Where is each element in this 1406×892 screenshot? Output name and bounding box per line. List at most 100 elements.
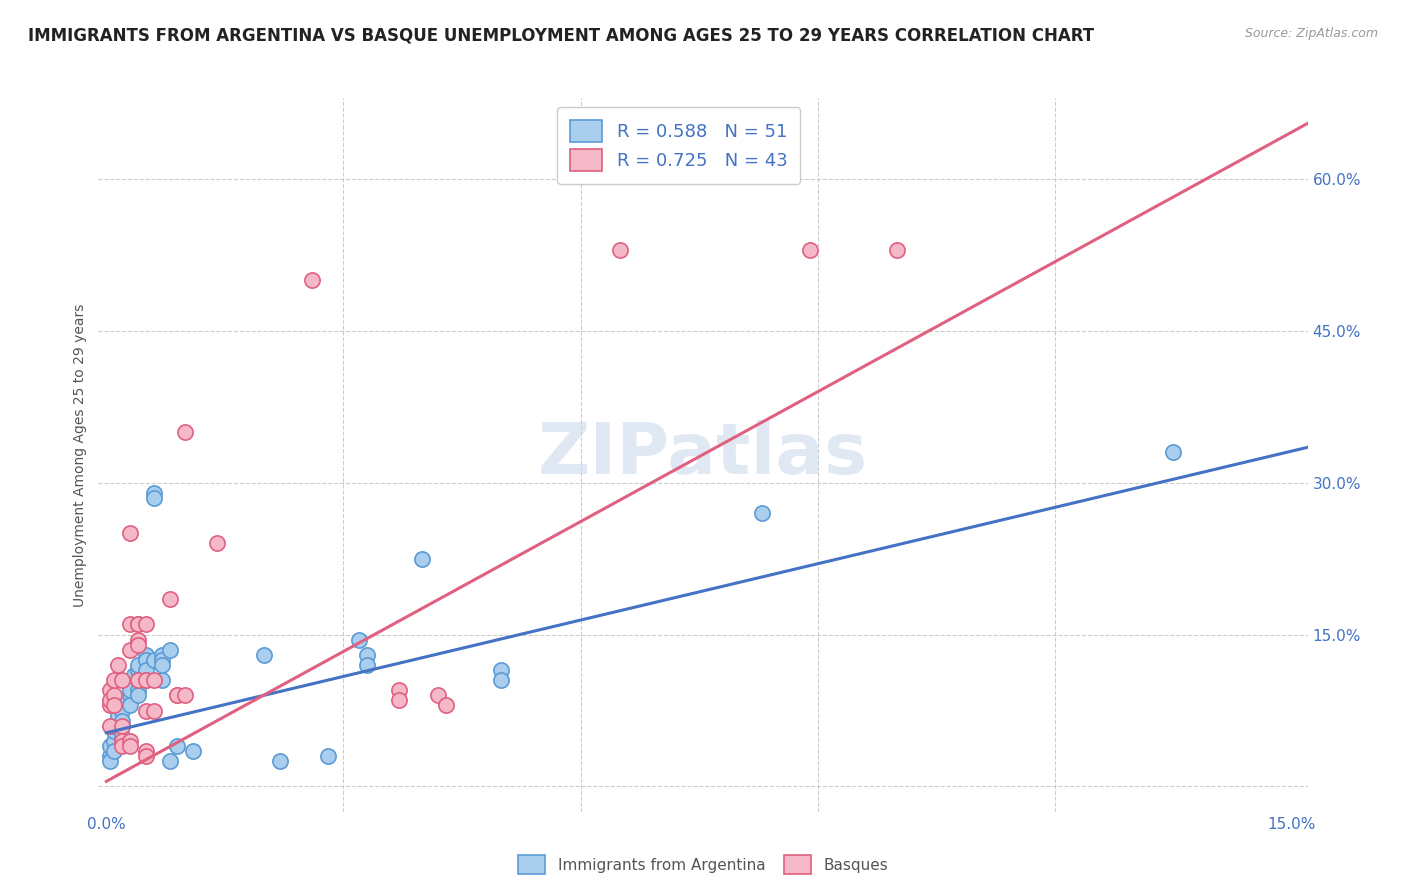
- Point: [142, 673, 165, 687]
- Point: [103, 689, 125, 703]
- Point: [135, 673, 157, 687]
- Point: [111, 734, 134, 748]
- Point: [388, 693, 411, 707]
- Point: [150, 653, 173, 667]
- Point: [111, 704, 134, 718]
- Point: [159, 754, 181, 768]
- Point: [98, 754, 121, 768]
- Point: [111, 719, 134, 733]
- Point: [205, 536, 228, 550]
- Point: [135, 617, 157, 632]
- Point: [118, 698, 141, 713]
- Point: [98, 749, 121, 764]
- Point: [118, 678, 141, 692]
- Point: [103, 734, 125, 748]
- Point: [127, 617, 149, 632]
- Point: [127, 663, 149, 677]
- Point: [135, 704, 157, 718]
- Point: [886, 243, 908, 257]
- Point: [127, 632, 149, 647]
- Point: [269, 754, 291, 768]
- Y-axis label: Unemployment Among Ages 25 to 29 years: Unemployment Among Ages 25 to 29 years: [73, 303, 87, 607]
- Point: [150, 648, 173, 662]
- Point: [388, 683, 411, 698]
- Point: [98, 719, 121, 733]
- Point: [166, 689, 188, 703]
- Point: [107, 657, 129, 672]
- Point: [107, 708, 129, 723]
- Point: [111, 714, 134, 728]
- Point: [150, 657, 173, 672]
- Point: [127, 617, 149, 632]
- Point: [127, 683, 149, 698]
- Point: [159, 642, 181, 657]
- Point: [103, 719, 125, 733]
- Point: [111, 673, 134, 687]
- Point: [115, 693, 138, 707]
- Point: [107, 714, 129, 728]
- Point: [118, 678, 141, 692]
- Point: [122, 668, 145, 682]
- Point: [118, 642, 141, 657]
- Point: [609, 243, 631, 257]
- Point: [98, 693, 121, 707]
- Point: [356, 648, 378, 662]
- Point: [111, 719, 134, 733]
- Point: [103, 698, 125, 713]
- Point: [118, 734, 141, 748]
- Point: [118, 683, 141, 698]
- Point: [135, 653, 157, 667]
- Point: [159, 592, 181, 607]
- Point: [98, 683, 121, 698]
- Text: ZIPatlas: ZIPatlas: [538, 420, 868, 490]
- Point: [150, 673, 173, 687]
- Point: [434, 698, 457, 713]
- Point: [799, 243, 821, 257]
- Point: [135, 673, 157, 687]
- Point: [98, 698, 121, 713]
- Text: IMMIGRANTS FROM ARGENTINA VS BASQUE UNEMPLOYMENT AMONG AGES 25 TO 29 YEARS CORRE: IMMIGRANTS FROM ARGENTINA VS BASQUE UNEM…: [28, 27, 1094, 45]
- Point: [135, 648, 157, 662]
- Point: [118, 689, 141, 703]
- Point: [118, 526, 141, 541]
- Point: [98, 739, 121, 753]
- Point: [491, 673, 513, 687]
- Point: [1161, 445, 1184, 459]
- Point: [111, 739, 134, 753]
- Point: [316, 749, 339, 764]
- Point: [103, 723, 125, 738]
- Point: [127, 673, 149, 687]
- Point: [411, 551, 433, 566]
- Point: [118, 617, 141, 632]
- Point: [135, 744, 157, 758]
- Legend: R = 0.588   N = 51, R = 0.725   N = 43: R = 0.588 N = 51, R = 0.725 N = 43: [557, 107, 800, 184]
- Point: [427, 689, 450, 703]
- Point: [127, 657, 149, 672]
- Point: [111, 729, 134, 743]
- Point: [166, 689, 188, 703]
- Point: [356, 657, 378, 672]
- Point: [142, 491, 165, 505]
- Point: [127, 638, 149, 652]
- Point: [253, 648, 276, 662]
- Point: [174, 425, 197, 439]
- Point: [142, 486, 165, 500]
- Point: [135, 663, 157, 677]
- Point: [751, 506, 773, 520]
- Point: [301, 273, 323, 287]
- Point: [103, 744, 125, 758]
- Point: [166, 739, 188, 753]
- Legend: Immigrants from Argentina, Basques: Immigrants from Argentina, Basques: [512, 849, 894, 880]
- Point: [142, 704, 165, 718]
- Text: Source: ZipAtlas.com: Source: ZipAtlas.com: [1244, 27, 1378, 40]
- Point: [127, 689, 149, 703]
- Point: [127, 673, 149, 687]
- Point: [142, 653, 165, 667]
- Point: [174, 689, 197, 703]
- Point: [135, 749, 157, 764]
- Point: [181, 744, 204, 758]
- Point: [103, 673, 125, 687]
- Point: [491, 663, 513, 677]
- Point: [118, 739, 141, 753]
- Point: [347, 632, 370, 647]
